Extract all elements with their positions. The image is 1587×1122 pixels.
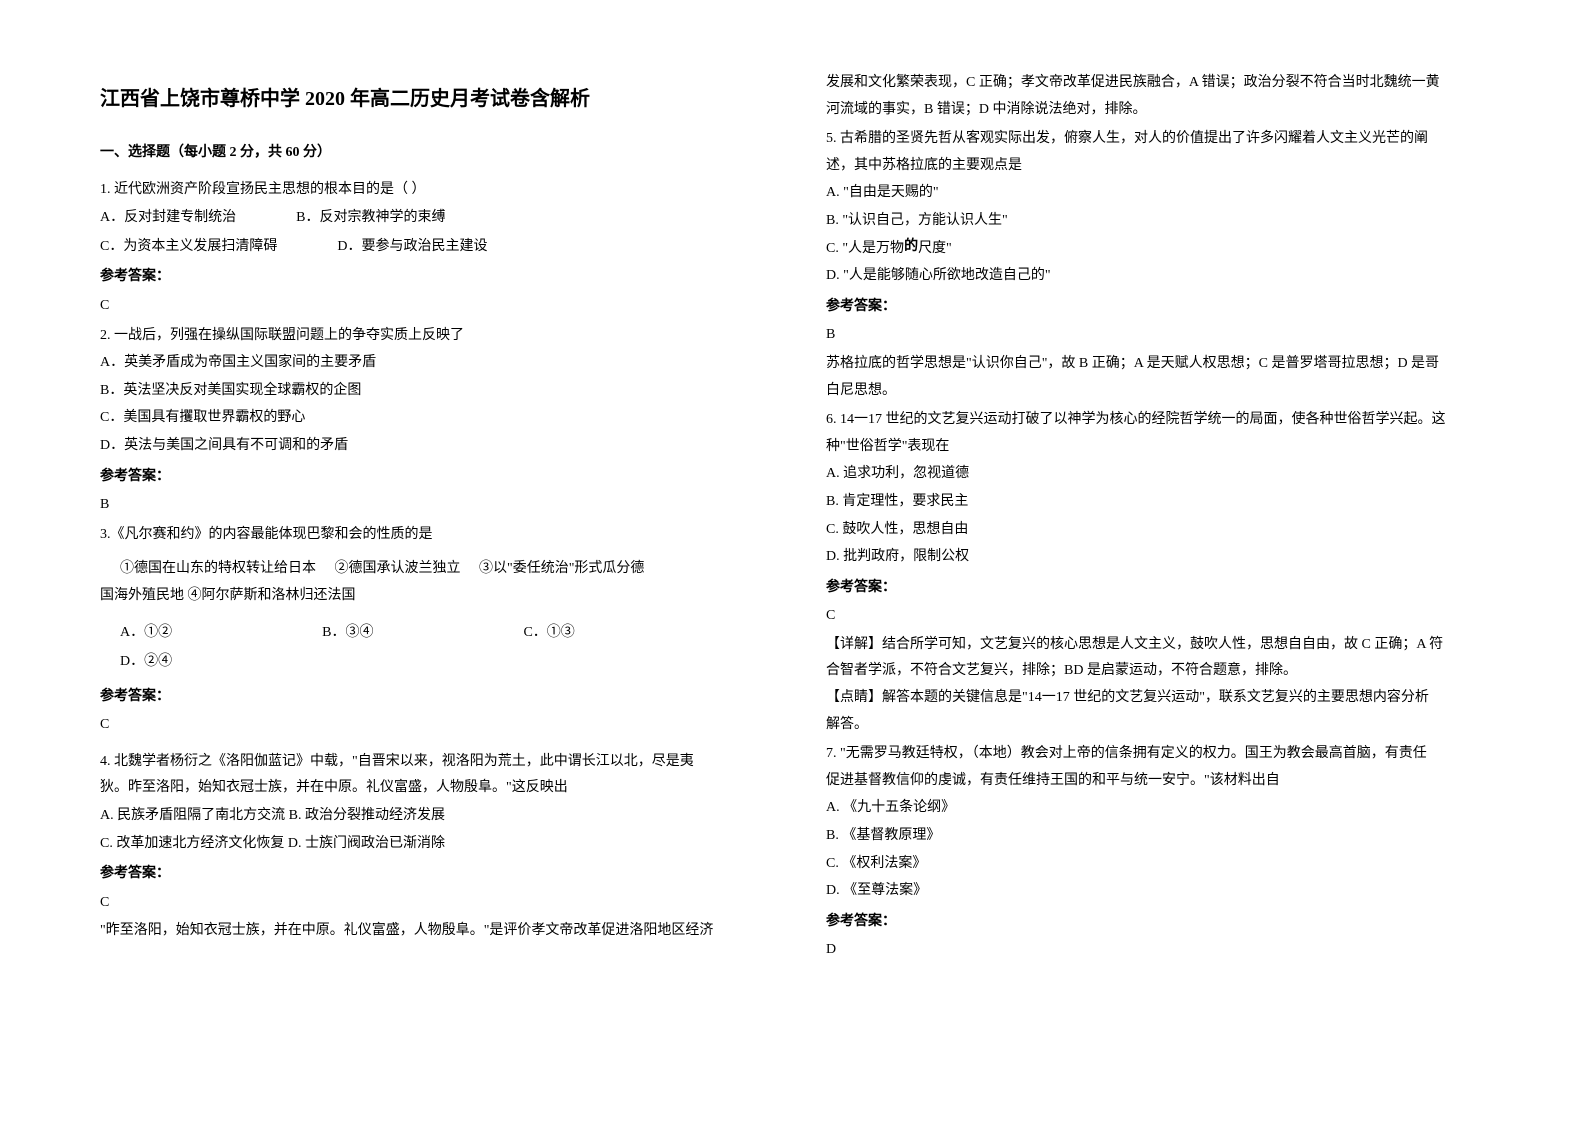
col2-cont1: 发展和文化繁荣表现，C 正确；孝文帝改革促进民族融合，A 错误；政治分裂不符合当… — [826, 70, 1497, 97]
q3-item2: ②德国承认波兰独立 — [320, 561, 461, 576]
q7-text2: 促进基督教信仰的虔诚，有责任维持王国的和平与统一安宁。"该材料出自 — [826, 768, 1497, 795]
q4-text1: 4. 北魏学者杨衍之《洛阳伽蓝记》中载，"自晋宋以来，视洛阳为荒土，此中谓长江以… — [100, 749, 771, 776]
q1-optC: C．为资本主义发展扫清障碍 — [100, 234, 277, 261]
q4-answer: C — [100, 890, 771, 917]
q5-explain1: 苏格拉底的哲学思想是"认识你自己"，故 B 正确；A 是天赋人权思想；C 是普罗… — [826, 351, 1497, 378]
q5-optA: A. "自由是天赐的" — [826, 180, 1497, 207]
q3-item1: ①德国在山东的特权转让给日本 — [100, 561, 316, 576]
q6-text1: 6. 14一17 世纪的文艺复兴运动打破了以神学为核心的经院哲学统一的局面，使各… — [826, 407, 1497, 434]
q6-text2: 种"世俗哲学"表现在 — [826, 434, 1497, 461]
q1-answer: C — [100, 293, 771, 320]
exam-title: 江西省上饶市尊桥中学 2020 年高二历史月考试卷含解析 — [100, 80, 771, 118]
q3-optA: A．①② — [120, 620, 172, 647]
q1-optA: A．反对封建专制统治 — [100, 205, 236, 232]
q5-optD: D. "人是能够随心所欲地改造自己的" — [826, 263, 1497, 290]
answer-label: 参考答案： — [100, 264, 771, 291]
q3-answer: C — [100, 712, 771, 739]
q7-optA: A. 《九十五条论纲》 — [826, 795, 1497, 822]
q2-text: 2. 一战后，列强在操纵国际联盟问题上的争夺实质上反映了 — [100, 323, 771, 350]
question-2: 2. 一战后，列强在操纵国际联盟问题上的争夺实质上反映了 A．英美矛盾成为帝国主… — [100, 323, 771, 519]
q6-optA: A. 追求功利，忽视道德 — [826, 461, 1497, 488]
q6-optC: C. 鼓吹人性，思想自由 — [826, 517, 1497, 544]
question-4: 4. 北魏学者杨衍之《洛阳伽蓝记》中载，"自晋宋以来，视洛阳为荒土，此中谓长江以… — [100, 749, 771, 945]
answer-label: 参考答案： — [100, 861, 771, 888]
q5-answer: B — [826, 322, 1497, 349]
q3-item3: ③以"委任统治"形式瓜分德 — [464, 561, 644, 576]
q7-optC: C. 《权利法案》 — [826, 851, 1497, 878]
q6-explain3: 【点睛】解答本题的关键信息是"14一17 世纪的文艺复兴运动"，联系文艺复兴的主… — [826, 685, 1497, 712]
q7-optB: B. 《基督教原理》 — [826, 823, 1497, 850]
right-column: 发展和文化繁荣表现，C 正确；孝文帝改革促进民族融合，A 错误；政治分裂不符合当… — [826, 70, 1497, 1082]
answer-label: 参考答案： — [826, 909, 1497, 936]
q4-optAB: A. 民族矛盾阻隔了南北方交流 B. 政治分裂推动经济发展 — [100, 803, 771, 830]
q5-text1: 5. 古希腊的圣贤先哲从客观实际出发，俯察人生，对人的价值提出了许多闪耀着人文主… — [826, 126, 1497, 153]
question-3: 3.《凡尔赛和约》的内容最能体现巴黎和会的性质的是 ①德国在山东的特权转让给日本… — [100, 522, 771, 739]
q1-optD: D．要参与政治民主建设 — [337, 234, 487, 261]
q7-text1: 7. "无需罗马教廷特权，（本地）教会对上帝的信条拥有定义的权力。国王为教会最高… — [826, 741, 1497, 768]
q6-answer: C — [826, 603, 1497, 630]
q3-optD: D．②④ — [100, 649, 771, 676]
section-header: 一、选择题（每小题 2 分，共 60 分） — [100, 140, 771, 167]
q3-optC: C．①③ — [523, 620, 574, 647]
question-7: 7. "无需罗马教廷特权，（本地）教会对上帝的信条拥有定义的权力。国王为教会最高… — [826, 741, 1497, 964]
q2-answer: B — [100, 492, 771, 519]
q3-line3: 国海外殖民地 ④阿尔萨斯和洛林归还法国 — [100, 583, 771, 610]
answer-label: 参考答案： — [100, 464, 771, 491]
q6-explain4: 解答。 — [826, 712, 1497, 739]
q1-text: 1. 近代欧洲资产阶段宣扬民主思想的根本目的是（ ） — [100, 177, 771, 204]
q6-optD: D. 批判政府，限制公权 — [826, 544, 1497, 571]
q2-optD: D．英法与美国之间具有不可调和的矛盾 — [100, 433, 771, 460]
q5-optB: B. "认识自己，方能认识人生" — [826, 208, 1497, 235]
q2-optB: B．英法坚决反对美国实现全球霸权的企图 — [100, 378, 771, 405]
q3-optB: B．③④ — [322, 620, 373, 647]
q7-answer: D — [826, 937, 1497, 964]
answer-label: 参考答案： — [826, 294, 1497, 321]
q6-explain2: 合智者学派，不符合文艺复兴，排除；BD 是启蒙运动，不符合题意，排除。 — [826, 658, 1497, 685]
q1-optB: B．反对宗教神学的束缚 — [296, 205, 445, 232]
answer-label: 参考答案： — [826, 575, 1497, 602]
question-6: 6. 14一17 世纪的文艺复兴运动打破了以神学为核心的经院哲学统一的局面，使各… — [826, 407, 1497, 738]
q4-text2: 狄。昨至洛阳，始知衣冠士族，并在中原。礼仪富盛，人物殷阜。"这反映出 — [100, 775, 771, 802]
q5-text2: 述，其中苏格拉底的主要观点是 — [826, 153, 1497, 180]
q4-optCD: C. 改革加速北方经济文化恢复 D. 士族门阀政治已渐消除 — [100, 831, 771, 858]
q6-explain1: 【详解】结合所学可知，文艺复兴的核心思想是人文主义，鼓吹人性，思想自自由，故 C… — [826, 632, 1497, 659]
left-column: 江西省上饶市尊桥中学 2020 年高二历史月考试卷含解析 一、选择题（每小题 2… — [100, 70, 771, 1082]
q5-explain2: 白尼思想。 — [826, 378, 1497, 405]
q3-text: 3.《凡尔赛和约》的内容最能体现巴黎和会的性质的是 — [100, 522, 771, 549]
question-5: 5. 古希腊的圣贤先哲从客观实际出发，俯察人生，对人的价值提出了许多闪耀着人文主… — [826, 126, 1497, 404]
q2-optA: A．英美矛盾成为帝国主义国家间的主要矛盾 — [100, 350, 771, 377]
col2-cont2: 河流域的事实，B 错误；D 中消除说法绝对，排除。 — [826, 97, 1497, 124]
answer-label: 参考答案： — [100, 684, 771, 711]
q5-optC: C. "人是万物的尺度" — [826, 236, 1497, 263]
question-1: 1. 近代欧洲资产阶段宣扬民主思想的根本目的是（ ） A．反对封建专制统治 B．… — [100, 177, 771, 320]
q2-optC: C．美国具有攫取世界霸权的野心 — [100, 405, 771, 432]
q7-optD: D. 《至尊法案》 — [826, 878, 1497, 905]
q6-optB: B. 肯定理性，要求民主 — [826, 489, 1497, 516]
q4-explain: "昨至洛阳，始知衣冠士族，并在中原。礼仪富盛，人物殷阜。"是评价孝文帝改革促进洛… — [100, 918, 771, 945]
